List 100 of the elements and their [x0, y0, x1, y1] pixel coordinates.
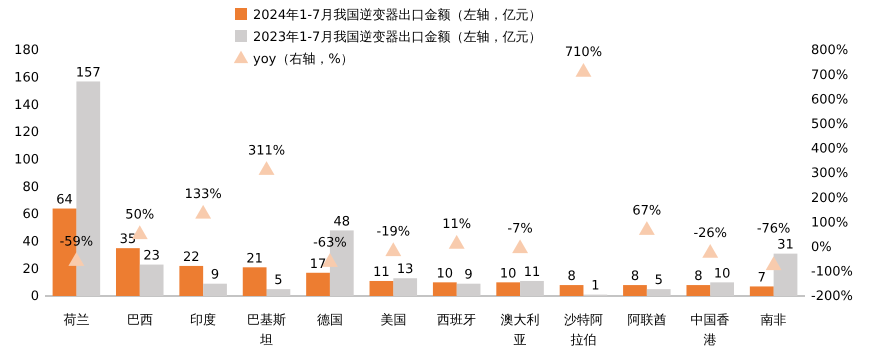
- data-label: 7: [758, 270, 766, 286]
- data-label: 67%: [632, 203, 662, 218]
- data-label: 9: [210, 268, 220, 283]
- bar: [266, 289, 290, 296]
- point: [638, 221, 655, 235]
- y-tick-label: 80: [22, 180, 39, 195]
- data-label: 35: [120, 232, 136, 248]
- data-label: 13: [396, 262, 414, 278]
- data-label: 21: [246, 251, 263, 266]
- legend-label: yoy（右轴，%）: [253, 52, 354, 67]
- point: [68, 252, 84, 266]
- bar: [140, 264, 164, 296]
- y2-tick-label: 600%: [811, 92, 848, 108]
- data-label: 50%: [125, 208, 154, 222]
- y2-tick-label: 400%: [811, 142, 848, 157]
- data-label: 64: [56, 192, 73, 208]
- data-label: 11: [373, 264, 390, 280]
- x-tick-label: 澳大利亚: [500, 313, 540, 348]
- legend-label: 2024年1-7月我国逆变器出口金额（左轴，亿元）: [253, 8, 542, 23]
- y-tick-label: 60: [22, 207, 39, 222]
- point: [385, 242, 402, 256]
- data-label: -63%: [313, 235, 347, 250]
- bar: [560, 285, 584, 296]
- x-tick-label: 巴基斯坦: [247, 313, 286, 348]
- data-label: 11%: [442, 217, 472, 232]
- bar: [393, 278, 418, 296]
- point: [575, 62, 592, 77]
- data-label: -59%: [60, 234, 94, 250]
- y2-tick-label: 0%: [811, 240, 832, 255]
- x-tick-label: 中国香港: [690, 313, 730, 348]
- point: [702, 244, 718, 258]
- bar: [116, 248, 140, 296]
- bar: [179, 266, 204, 296]
- y-tick-label: 180: [14, 43, 39, 58]
- data-label: 22: [182, 250, 200, 265]
- data-label: 31: [777, 238, 794, 253]
- y-tick-label: 0: [30, 289, 39, 304]
- data-label: 5: [274, 273, 283, 288]
- y-tick-label: 160: [14, 70, 39, 86]
- x-tick-label: 美国: [380, 312, 406, 328]
- x-tick-label: 沙特阿拉伯: [564, 313, 603, 348]
- x-tick-label: 阿联酋: [627, 313, 666, 328]
- data-label: 10: [714, 266, 730, 282]
- y2-tick-label: 200%: [811, 190, 848, 206]
- y2-tick-label: 800%: [811, 43, 848, 58]
- point: [512, 239, 528, 254]
- data-label: 157: [76, 65, 101, 80]
- y2-tick-label: 500%: [811, 116, 848, 132]
- bar: [623, 285, 647, 296]
- data-label: 48: [334, 214, 350, 230]
- bar: [520, 280, 544, 296]
- data-label: 10: [500, 266, 516, 282]
- y2-tick-label: -100%: [811, 264, 853, 280]
- data-label: -19%: [376, 224, 410, 240]
- data-label: -76%: [756, 222, 790, 237]
- x-tick-label: 印度: [190, 312, 216, 328]
- x-tick-label: 德国: [316, 313, 343, 328]
- data-label: 5: [654, 273, 663, 288]
- data-label: 10: [436, 266, 454, 282]
- point: [766, 256, 782, 270]
- bar: [242, 267, 267, 296]
- bar: [203, 284, 227, 296]
- legend-label: 2023年1-7月我国逆变器出口金额（左轴，亿元）: [253, 30, 542, 45]
- point: [195, 204, 212, 219]
- y2-tick-label: 700%: [811, 68, 848, 83]
- bar: [646, 289, 671, 296]
- data-label: 311%: [248, 143, 286, 158]
- data-label: 8: [630, 269, 640, 284]
- x-tick-label: 荷兰: [63, 313, 90, 328]
- data-label: 11: [524, 264, 540, 280]
- data-label: 8: [694, 269, 702, 284]
- y-tick-label: 140: [14, 98, 39, 113]
- y2-tick-label: -200%: [811, 289, 853, 304]
- y2-tick-label: 100%: [811, 215, 848, 230]
- x-tick-label: 西班牙: [437, 313, 476, 328]
- y-tick-label: 20: [22, 262, 39, 277]
- bar: [456, 284, 480, 296]
- data-label: 133%: [184, 187, 222, 202]
- x-tick-label: 巴西: [126, 313, 153, 328]
- point: [258, 161, 275, 175]
- bar: [686, 285, 710, 296]
- bar: [710, 282, 734, 296]
- data-label: 1: [591, 278, 600, 294]
- bar: [370, 280, 394, 296]
- y2-tick-label: 300%: [811, 166, 848, 182]
- bar: [774, 254, 798, 296]
- x-tick-label: 南非: [760, 313, 787, 328]
- data-label: -26%: [693, 226, 728, 242]
- data-label: 17: [310, 256, 326, 272]
- data-label: 8: [567, 269, 576, 284]
- data-label: 9: [464, 268, 473, 283]
- bar: [496, 282, 520, 296]
- bar: [750, 286, 774, 296]
- y-tick-label: 100: [14, 152, 39, 168]
- bar: [306, 272, 330, 296]
- bar: [432, 282, 457, 296]
- data-label: 710%: [564, 45, 602, 60]
- data-label: -7%: [507, 222, 533, 237]
- data-label: 23: [143, 248, 160, 264]
- y-tick-label: 120: [14, 125, 39, 140]
